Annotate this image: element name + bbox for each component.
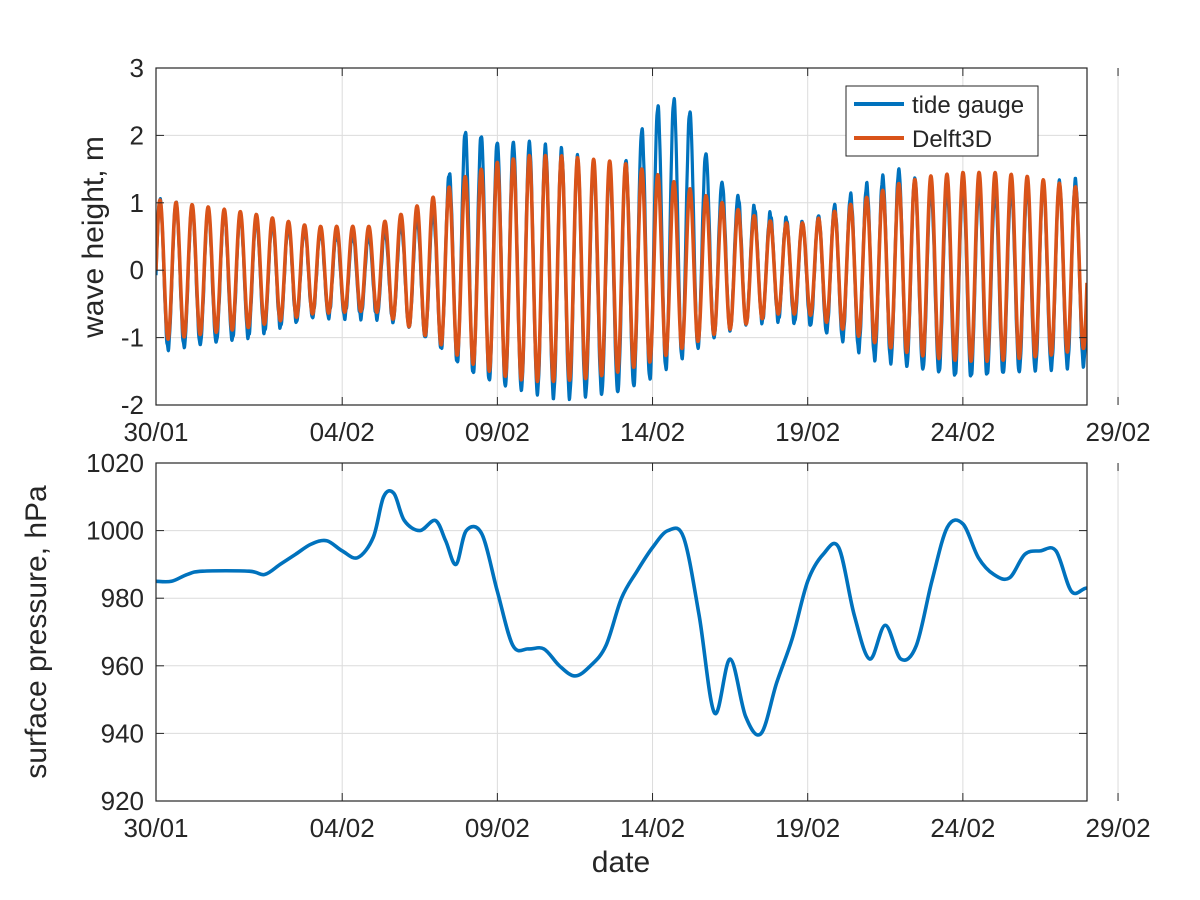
surface-pressure-line	[156, 489, 1087, 737]
y-tick-label: 960	[101, 651, 144, 681]
x-tick-label: 19/02	[775, 417, 840, 447]
wave-height-series	[156, 96, 1087, 402]
y-tick-label: 940	[101, 718, 144, 748]
x-tick-label: 14/02	[620, 813, 685, 843]
pressure-y-axis-label: surface pressure, hPa	[20, 485, 53, 779]
x-tick-label: 04/02	[310, 417, 375, 447]
pressure-ticks: 30/01 04/02 09/02 14/02 19/02 24/02 29/02 920 94…	[86, 448, 1150, 843]
pressure-x-axis-label: date	[592, 846, 650, 879]
x-tick-label: 09/02	[465, 417, 530, 447]
legend: tide gauge Delft3D	[845, 85, 1039, 157]
x-tick-label: 29/02	[1085, 813, 1150, 843]
legend-label-tide-gauge: tide gauge	[912, 92, 1024, 119]
wave-height-axes-box	[155, 67, 1088, 406]
x-tick-label: 29/02	[1085, 417, 1150, 447]
pressure-axes-box	[155, 462, 1088, 802]
x-tick-label: 19/02	[775, 813, 840, 843]
x-tick-label: 24/02	[930, 813, 995, 843]
x-tick-label: 04/02	[310, 813, 375, 843]
y-tick-label: 1	[130, 188, 144, 218]
y-tick-label: 1000	[86, 516, 144, 546]
y-tick-label: 1020	[86, 448, 144, 478]
pressure-panel: 30/01 04/02 09/02 14/02 19/02 24/02 29/02 920 94…	[20, 448, 1151, 879]
delft3d-line	[156, 153, 1087, 384]
y-tick-label: 980	[101, 583, 144, 613]
wave-height-panel: 30/01 04/02 09/02 14/02 19/02 24/02 29/02 -2 -1 0…	[77, 53, 1151, 447]
x-tick-label: 14/02	[620, 417, 685, 447]
wave-height-ticks: 30/01 04/02 09/02 14/02 19/02 24/02 29/02 -2 -1 0…	[121, 53, 1151, 447]
pressure-series	[156, 489, 1087, 737]
x-tick-label: 24/02	[930, 417, 995, 447]
y-tick-label: 0	[130, 255, 144, 285]
y-tick-label: -2	[121, 390, 144, 420]
y-tick-label: 3	[130, 53, 144, 83]
pressure-plot-area	[156, 463, 1087, 801]
y-tick-label: -1	[121, 323, 144, 353]
legend-box	[845, 85, 1039, 157]
x-tick-label: 09/02	[465, 813, 530, 843]
y-tick-label: 920	[101, 786, 144, 816]
wave-height-y-axis-label: wave height, m	[77, 136, 110, 339]
x-tick-label: 30/01	[123, 417, 188, 447]
y-tick-label: 2	[130, 120, 144, 150]
x-tick-label: 30/01	[123, 813, 188, 843]
legend-label-delft3d: Delft3D	[912, 126, 992, 153]
